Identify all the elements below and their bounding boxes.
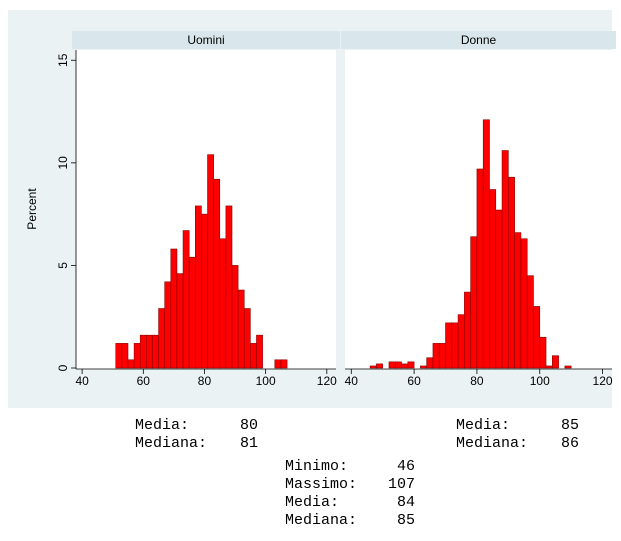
histogram-bar (552, 355, 559, 369)
histogram-bar (470, 236, 478, 369)
histogram-bar (121, 343, 129, 369)
stat-label: Media: (135, 417, 189, 434)
histogram-bar (482, 119, 490, 369)
histogram-bar (256, 334, 263, 369)
histogram-bar (369, 365, 377, 369)
stat-value: 80 (240, 417, 258, 434)
histogram-bar (376, 363, 383, 369)
histogram-bar (152, 334, 159, 369)
stat-label: Mediana: (135, 435, 207, 452)
histogram-bar (445, 322, 453, 369)
histogram-bar (476, 168, 484, 369)
histogram-bar (508, 176, 515, 369)
stat-value: 86 (561, 435, 579, 452)
panel-title: Uomini (187, 33, 224, 47)
x-tick-label: 60 (137, 374, 151, 388)
y-tick-label: 15 (56, 53, 70, 67)
histogram-bar (394, 361, 402, 369)
histogram-bar (194, 205, 202, 369)
histogram-bar (514, 232, 522, 369)
histogram-bar (158, 308, 166, 369)
histogram-bar (146, 334, 153, 369)
stat-label: Mediana: (456, 435, 528, 452)
stat-value: 85 (561, 417, 579, 434)
histogram-bar (501, 150, 509, 369)
histogram-bar (188, 256, 196, 369)
histogram-bar (526, 275, 534, 369)
x-tick-label: 80 (470, 374, 484, 388)
histogram-bar (127, 359, 135, 369)
x-tick-label: 100 (256, 374, 276, 388)
histogram-bar (231, 265, 239, 369)
histogram-bar (219, 238, 227, 369)
stat-value: 84 (397, 494, 415, 511)
histogram-bar (133, 343, 141, 369)
stat-label: Media: (285, 494, 339, 511)
histogram-bar (164, 281, 172, 369)
stat-value: 81 (240, 435, 258, 452)
stat-value: 85 (397, 512, 415, 529)
panel-title: Donne (461, 33, 497, 47)
stat-label: Media: (456, 417, 510, 434)
histogram-bar (170, 248, 178, 369)
y-tick-label: 10 (56, 156, 70, 170)
histogram-bar (457, 314, 465, 369)
histogram-bar (176, 273, 184, 369)
x-tick-label: 120 (317, 374, 337, 388)
stat-value: 46 (397, 458, 415, 475)
histogram-bar (464, 291, 471, 369)
histogram-bar (139, 334, 147, 369)
histogram-bar (274, 359, 282, 369)
histogram-bar (225, 205, 233, 369)
panel-header (341, 31, 616, 49)
x-tick-label: 60 (407, 374, 421, 388)
x-tick-label: 40 (75, 374, 89, 388)
histogram-bar (545, 365, 553, 369)
histogram-bar (426, 357, 434, 369)
histogram-bar (182, 230, 190, 369)
histogram-bar (201, 213, 208, 369)
histogram-bar (401, 363, 409, 369)
histogram-bar (207, 154, 214, 369)
y-tick-label: 5 (56, 262, 70, 269)
histogram-bar (520, 238, 528, 369)
histogram-bar (280, 359, 288, 369)
stat-label: Massimo: (285, 476, 357, 493)
histogram-bar (250, 343, 257, 369)
y-tick-label: 0 (56, 364, 70, 371)
histogram-bar (438, 343, 446, 369)
x-tick-label: 40 (345, 374, 359, 388)
histogram-bar (451, 322, 459, 369)
histogram-bar (564, 365, 572, 369)
y-axis-label: Percent (25, 188, 39, 230)
x-tick-label: 80 (198, 374, 212, 388)
histogram-bar (243, 308, 251, 369)
stat-value: 107 (388, 476, 415, 493)
x-tick-label: 120 (593, 374, 613, 388)
histogram-bar (213, 178, 221, 369)
panel-header (72, 31, 340, 49)
x-tick-label: 100 (530, 374, 550, 388)
histogram-bar (489, 189, 497, 369)
histogram-bar (420, 365, 427, 369)
histogram-bar (432, 343, 440, 369)
histogram-bar (115, 343, 123, 369)
histogram-bar (407, 361, 415, 369)
stat-label: Mediana: (285, 512, 357, 529)
stat-label: Minimo: (285, 458, 348, 475)
histogram-bar (533, 306, 541, 369)
histogram-bar (539, 336, 547, 369)
histogram-bar (495, 209, 503, 369)
histogram-bar (388, 361, 396, 369)
histogram-bar (237, 289, 245, 369)
